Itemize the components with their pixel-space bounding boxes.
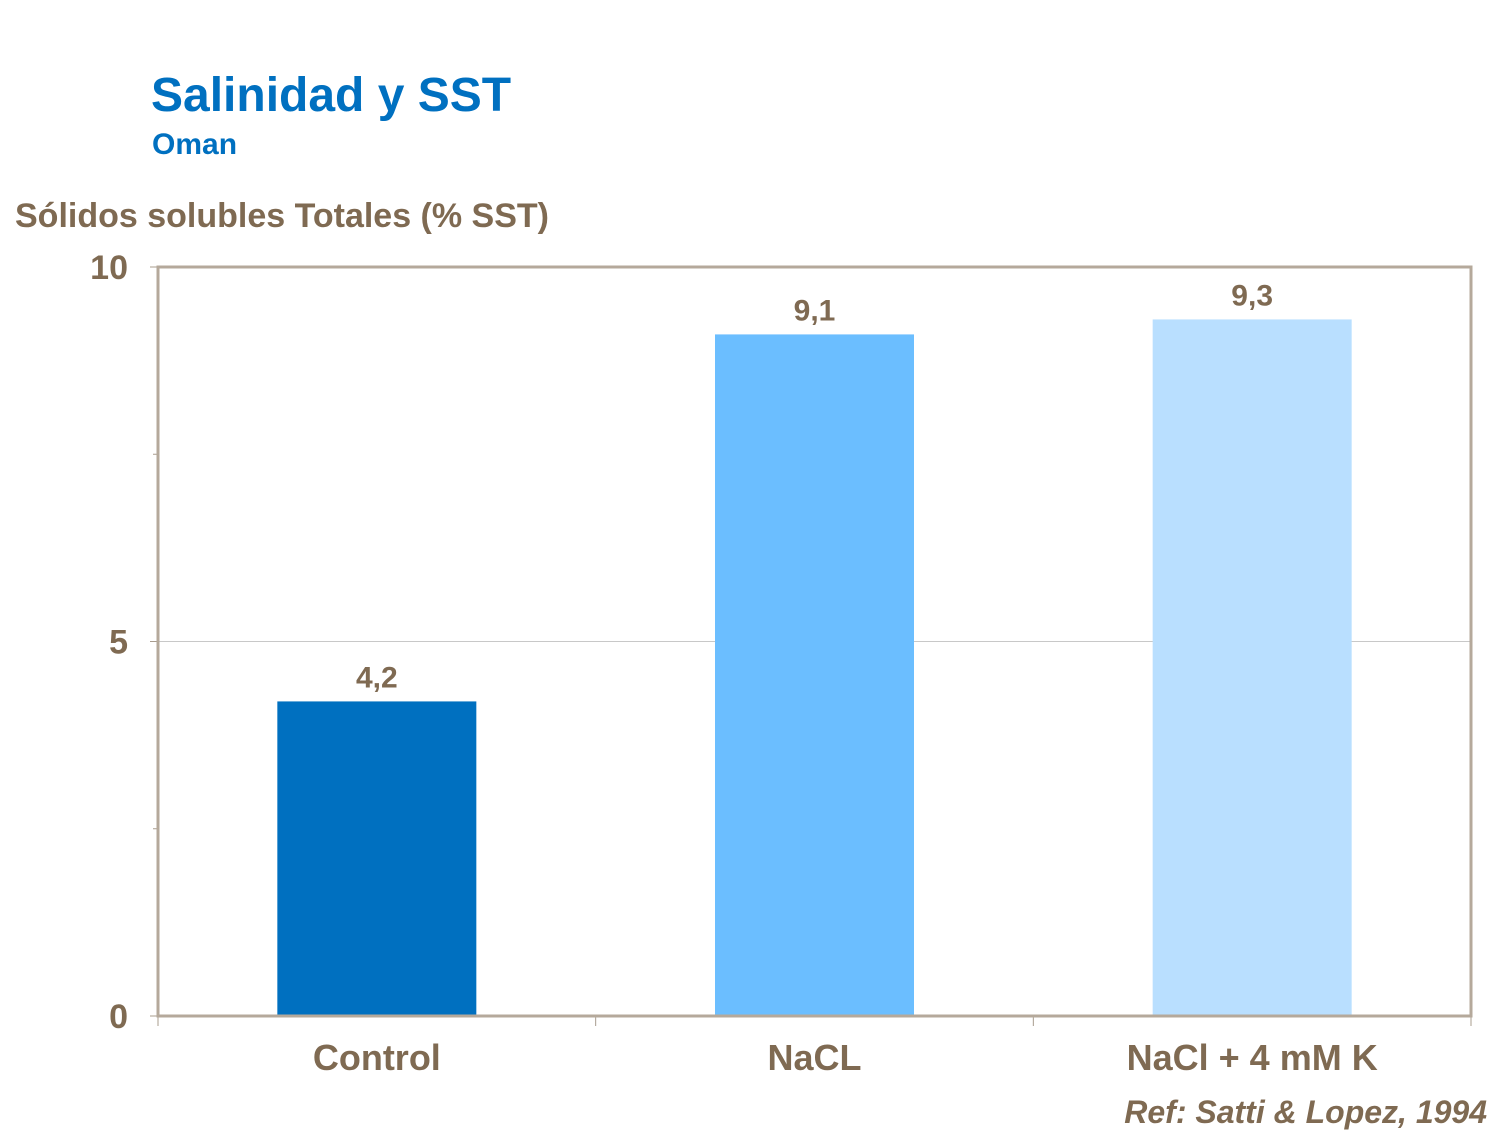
data-label: 9,1 <box>794 294 836 327</box>
bar-nacl <box>715 334 914 1016</box>
chart-subtitle: Oman <box>152 128 238 161</box>
chart-title: Salinidad y SST <box>151 69 512 122</box>
y-tick-label: 10 <box>90 249 128 287</box>
y-tick-label: 5 <box>109 624 128 662</box>
reference-note: Ref: Satti & Lopez, 1994 <box>1124 1094 1487 1130</box>
x-tick-label: NaCL <box>767 1037 861 1078</box>
data-label: 9,3 <box>1231 279 1273 312</box>
bar-nacl-4-mm-k <box>1152 319 1352 1016</box>
data-label: 4,2 <box>356 661 398 694</box>
x-tick-label: NaCl + 4 mM K <box>1127 1037 1378 1078</box>
y-tick-label: 0 <box>109 998 128 1036</box>
x-tick-label: Control <box>313 1037 441 1078</box>
y-axis-label: Sólidos solubles Totales (% SST) <box>15 197 550 235</box>
plot-area-border <box>156 265 1473 1018</box>
bar-control <box>277 701 477 1016</box>
